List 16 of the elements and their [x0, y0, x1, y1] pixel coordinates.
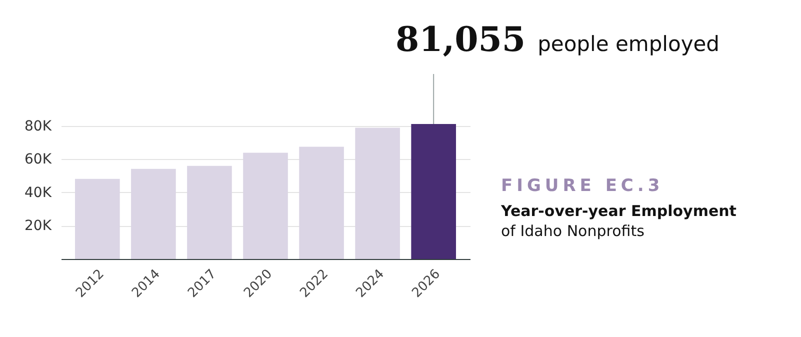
- y-tick-label: 80K: [24, 118, 52, 134]
- bar: [131, 168, 176, 259]
- bar: [187, 166, 232, 259]
- text: of Idaho Nonprofits: [501, 222, 646, 240]
- bar: [411, 124, 456, 259]
- y-tick-label: 40K: [24, 184, 52, 201]
- y-tick-label: 20K: [24, 218, 52, 234]
- text: FIGURE EC.3: [501, 176, 665, 196]
- bar: [243, 152, 288, 259]
- bar: [75, 178, 120, 259]
- y-tick-label: 60K: [24, 152, 52, 168]
- bar: [355, 128, 400, 259]
- text: Year-over-year Employment: [501, 202, 736, 220]
- text: people employed: [538, 32, 720, 56]
- bar: [299, 146, 344, 259]
- annotation: 81,055: [395, 20, 526, 60]
